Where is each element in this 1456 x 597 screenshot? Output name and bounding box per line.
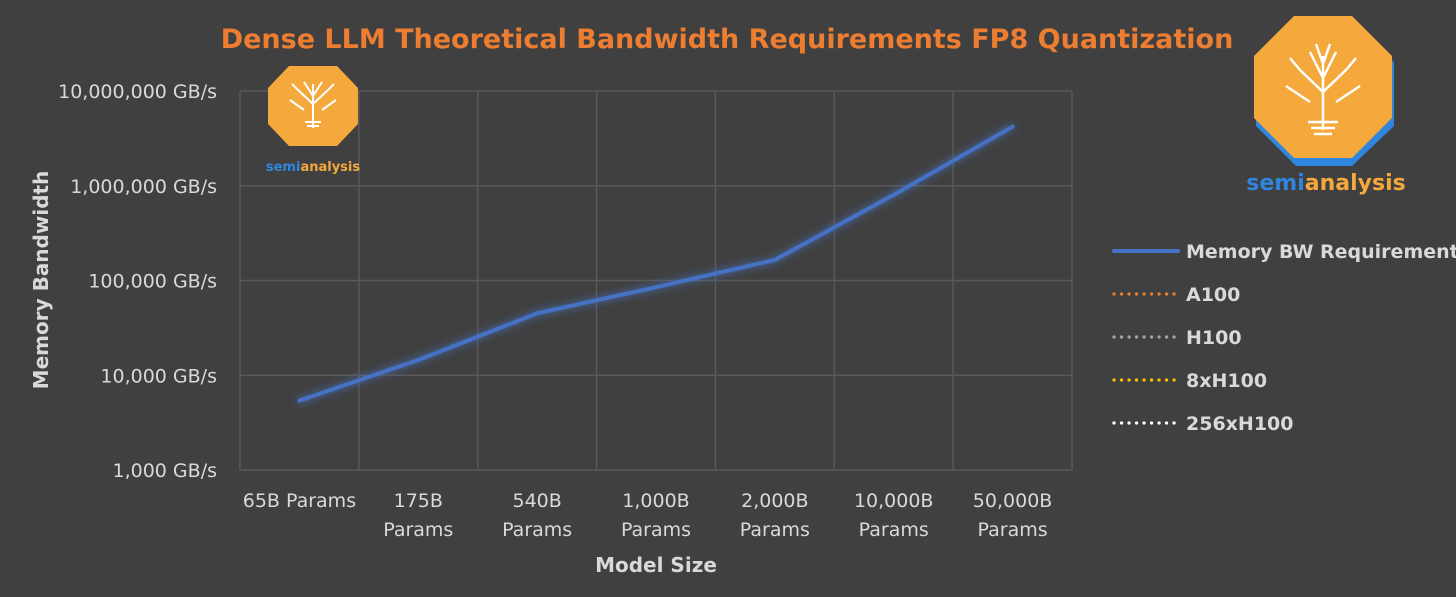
series-group — [299, 127, 1012, 442]
semianalysis-logo-small: semianalysis — [266, 66, 360, 175]
y-tick-label: 10,000 GB/s — [100, 365, 217, 387]
x-axis-title: Model Size — [595, 553, 717, 577]
y-tick-label: 1,000,000 GB/s — [70, 176, 217, 198]
legend-label-256xh100: 256xH100 — [1186, 413, 1293, 435]
series-line-memory-bw-requirement — [299, 127, 1012, 401]
x-tick-label: 65B Params — [243, 490, 356, 512]
y-tick-label: 10,000,000 GB/s — [58, 81, 217, 103]
legend-label-8xh100: 8xH100 — [1186, 370, 1267, 392]
y-axis-ticks: 1,000 GB/s 10,000 GB/s 100,000 GB/s 1,000,0… — [58, 81, 217, 482]
y-tick-label: 1,000 GB/s — [113, 460, 218, 482]
legend: Memory BW Requirement A100 H100 8xH100 256xH… — [1114, 241, 1456, 435]
logo-large-wordmark: semianalysis — [1246, 171, 1405, 196]
y-axis-title: Memory Bandwidth — [29, 171, 53, 390]
legend-label-memory-bw-requirement: Memory BW Requirement — [1186, 241, 1456, 263]
gridlines — [240, 91, 1072, 470]
chart-title: Dense LLM Theoretical Bandwidth Requirem… — [221, 24, 1234, 55]
semianalysis-logo-large: semianalysis — [1246, 16, 1405, 196]
legend-label-h100: H100 — [1186, 327, 1242, 349]
logo-small-wordmark: semianalysis — [266, 160, 360, 175]
y-tick-label: 100,000 GB/s — [88, 271, 217, 293]
legend-label-a100: A100 — [1186, 284, 1240, 306]
